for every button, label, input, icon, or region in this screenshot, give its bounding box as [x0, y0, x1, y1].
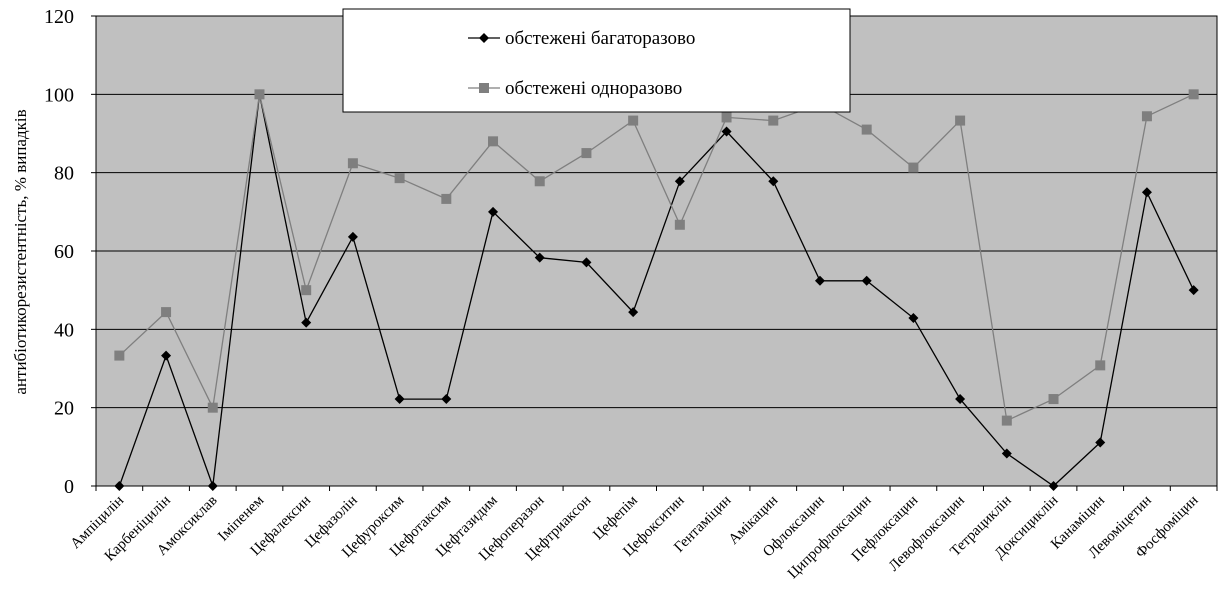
- data-point: [488, 206, 499, 217]
- data-point: [674, 176, 685, 187]
- legend-label-series-1: обстежені багаторазово: [505, 28, 695, 49]
- y-tick-label: 20: [54, 398, 74, 420]
- data-point: [721, 126, 732, 137]
- series-1: [114, 89, 1199, 491]
- data-point: [1141, 187, 1152, 198]
- data-point: [674, 219, 685, 230]
- data-point: [628, 115, 639, 126]
- series-line: [118, 93, 1194, 422]
- data-point: [1188, 285, 1199, 296]
- y-tick-label: 0: [64, 476, 74, 498]
- y-axis-title: антибіотикорезистентність, % випадків: [11, 109, 30, 394]
- data-point: [347, 158, 358, 169]
- data-point: [1095, 437, 1106, 448]
- data-point: [814, 275, 825, 286]
- data-point: [908, 162, 919, 173]
- legend-marker-series-1: [479, 33, 489, 43]
- data-point: [908, 312, 919, 323]
- data-point: [347, 231, 358, 242]
- data-point: [581, 257, 592, 268]
- data-point: [721, 112, 732, 123]
- data-point: [628, 307, 639, 318]
- data-point: [955, 115, 966, 126]
- data-point: [114, 350, 125, 361]
- data-point: [394, 173, 405, 184]
- series-group: [114, 89, 1199, 491]
- y-tick-label: 40: [54, 319, 74, 341]
- data-point: [1048, 481, 1059, 491]
- data-point: [394, 394, 405, 405]
- data-point: [161, 350, 172, 361]
- data-point: [581, 148, 592, 159]
- y-tick-label: 100: [44, 84, 74, 106]
- data-point: [114, 481, 125, 491]
- data-point: [1048, 394, 1059, 405]
- data-point: [861, 124, 872, 135]
- series-2: [114, 89, 1199, 426]
- data-point: [955, 394, 966, 405]
- data-point: [161, 307, 172, 318]
- legend: обстежені багаторазово обстежені однораз…: [342, 8, 851, 113]
- data-point: [1141, 111, 1152, 122]
- legend-label-series-2: обстежені одноразово: [505, 78, 682, 99]
- x-axis-ticks: АмпіцилінКарбеніцилінАмоксиклавІміпенемЦ…: [68, 486, 1218, 583]
- data-point: [534, 252, 545, 263]
- y-tick-label: 120: [44, 6, 74, 28]
- data-point: [441, 193, 452, 204]
- legend-marker-series-2: [479, 83, 489, 93]
- x-tick-label: Ципрофлоксацин: [785, 493, 875, 583]
- series-line: [118, 94, 1195, 487]
- y-tick-label: 80: [54, 163, 74, 185]
- data-point: [1001, 448, 1012, 459]
- data-point: [207, 402, 218, 413]
- data-point: [254, 89, 265, 100]
- data-point: [301, 317, 312, 328]
- data-point: [1095, 360, 1106, 371]
- data-point: [441, 394, 452, 405]
- data-point: [488, 136, 499, 147]
- y-tick-label: 60: [54, 241, 74, 263]
- data-point: [534, 176, 545, 187]
- data-point: [768, 176, 779, 187]
- data-point: [861, 275, 872, 286]
- data-point: [301, 285, 312, 296]
- data-point: [1188, 89, 1199, 100]
- y-axis-ticks: 0 20 40 60 80 100 120: [44, 6, 96, 498]
- data-point: [1001, 415, 1012, 426]
- legend-box: [342, 8, 851, 113]
- data-point: [768, 115, 779, 126]
- data-point: [207, 481, 218, 491]
